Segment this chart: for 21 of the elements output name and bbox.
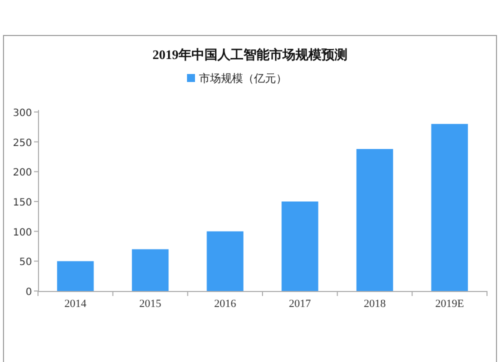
x-tick-label: 2018 — [364, 298, 386, 310]
y-tick-label: 50 — [19, 257, 32, 268]
x-tick-label: 2019E — [435, 298, 464, 310]
x-tick-label: 2015 — [139, 298, 162, 310]
y-tick-label: 200 — [12, 168, 32, 179]
bar — [356, 148, 394, 291]
x-tick-label: 2016 — [214, 298, 237, 310]
y-tick-label: 0 — [26, 287, 32, 298]
x-tick-label: 2017 — [288, 298, 312, 310]
x-tick-label: 2014 — [64, 298, 87, 310]
legend: 市场规模（亿元） — [187, 72, 287, 85]
bar — [57, 261, 94, 291]
bar — [132, 249, 169, 291]
bar — [431, 124, 468, 291]
bar — [282, 202, 318, 291]
y-tick-label: 300 — [12, 108, 32, 119]
chart-title: 2019年中国人工智能市场规模预测 — [152, 47, 348, 62]
bar — [206, 231, 244, 291]
y-tick-label: 100 — [12, 227, 32, 238]
y-tick-label: 250 — [12, 138, 32, 149]
y-tick-label: 150 — [12, 198, 32, 208]
